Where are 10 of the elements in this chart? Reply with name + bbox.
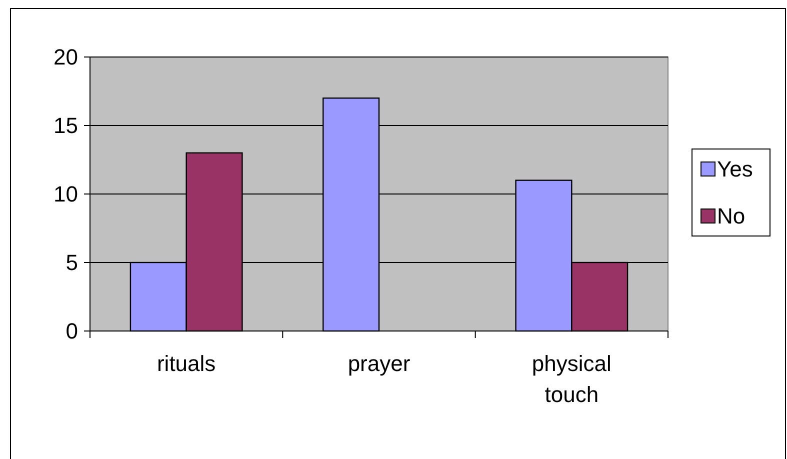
x-tick-label: physical touch [532, 351, 612, 407]
y-tick-label: 0 [66, 318, 78, 344]
y-tick-label: 10 [54, 182, 78, 207]
legend-label: No [717, 204, 746, 229]
y-tick-label: 20 [54, 44, 78, 70]
x-tick-label: rituals [156, 351, 216, 376]
y-tick-label: 15 [54, 113, 78, 138]
x-tick-label: prayer [348, 351, 410, 376]
legend-label: Yes [717, 156, 753, 182]
y-tick-label: 5 [66, 250, 78, 276]
